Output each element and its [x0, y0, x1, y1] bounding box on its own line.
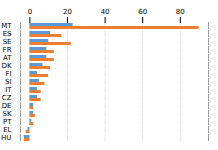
- svg-text:ES: ES: [3, 30, 12, 38]
- svg-text:FR: FR: [3, 46, 12, 54]
- svg-text:DK: DK: [2, 62, 12, 70]
- svg-text:PT: PT: [3, 118, 12, 126]
- svg-text:SI: SI: [5, 78, 12, 86]
- svg-text:AT: AT: [3, 54, 12, 62]
- svg-text:80: 80: [176, 8, 185, 16]
- svg-text:EL: EL: [3, 126, 11, 134]
- svg-text:SE: SE: [3, 38, 12, 46]
- svg-text:DE: DE: [2, 102, 12, 110]
- svg-text:40: 40: [101, 8, 110, 16]
- svg-text:20: 20: [63, 8, 72, 16]
- svg-text:CZ: CZ: [2, 94, 12, 102]
- svg-text:MT: MT: [1, 22, 12, 30]
- svg-text:IT: IT: [5, 86, 12, 94]
- svg-text:FI: FI: [5, 70, 11, 78]
- svg-text:HU: HU: [1, 134, 11, 142]
- svg-text:0: 0: [28, 8, 32, 16]
- svg-text:SK: SK: [2, 110, 11, 118]
- svg-text:60: 60: [138, 8, 147, 16]
